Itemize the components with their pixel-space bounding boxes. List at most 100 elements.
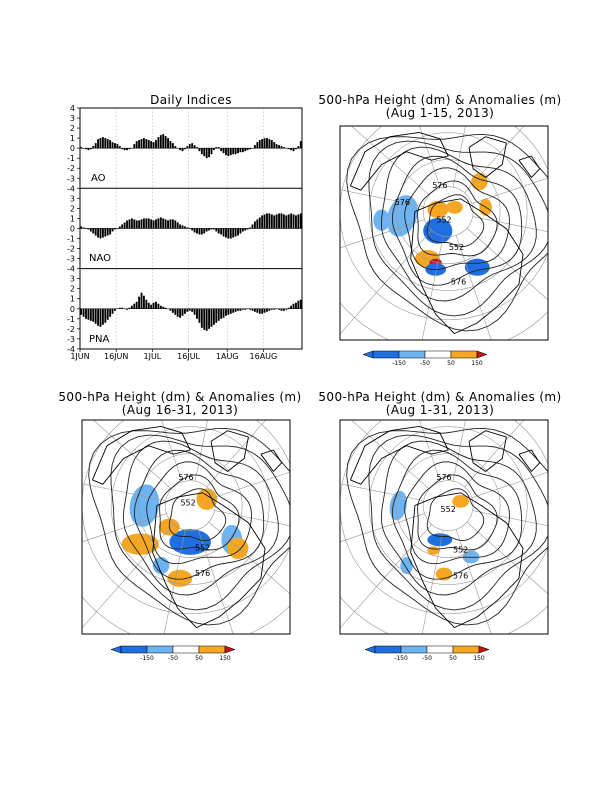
index-bar (222, 148, 225, 154)
index-bar (133, 303, 136, 309)
index-bar (258, 308, 261, 314)
index-bar (184, 148, 186, 150)
index-bar (297, 146, 300, 149)
index-bar (94, 228, 97, 236)
ytick-label: -1 (67, 154, 75, 163)
map-title-aug1-31-line2: (Aug 1-31, 2013) (385, 403, 495, 417)
positive-anomaly (471, 173, 488, 191)
colorbar-label: 50 (195, 655, 203, 662)
index-bar (217, 147, 220, 149)
index-bar (155, 219, 157, 229)
ytick-label: -4 (67, 345, 75, 354)
index-bar (249, 227, 252, 229)
index-bar (270, 140, 273, 149)
index-bar (176, 222, 179, 229)
colorbar-label: -50 (420, 360, 430, 367)
coastline (468, 430, 507, 472)
map-title-aug1-31-line1: 500-hPa Height (dm) & Anomalies (m) (318, 390, 562, 404)
index-bar (123, 222, 126, 229)
index-bar (111, 228, 114, 232)
coastline (410, 198, 524, 335)
index-bar (217, 228, 220, 234)
date-label: 1JUN (70, 352, 89, 361)
date-label: 16JUL (177, 352, 200, 361)
index-bar (121, 148, 124, 150)
ytick-label: -1 (67, 234, 75, 243)
index-bar (290, 148, 293, 151)
index-bar (292, 303, 295, 309)
index-bar (263, 138, 266, 149)
index-bar (99, 308, 102, 327)
height-contour (122, 440, 279, 596)
index-bar (253, 308, 256, 312)
index-bar (280, 308, 283, 311)
index-bar (290, 305, 293, 309)
meridian-line (466, 227, 548, 301)
index-bar (299, 213, 302, 229)
meridian-line (464, 420, 525, 488)
ytick-label: 3 (70, 194, 75, 203)
index-bar (179, 308, 182, 318)
index-bar (157, 218, 160, 229)
index-bar (299, 141, 302, 149)
index-bar (244, 228, 247, 231)
coastline (349, 131, 449, 191)
map-title-aug1-15-line1: 500-hPa Height (dm) & Anomalies (m) (318, 93, 562, 107)
index-bar (126, 220, 128, 229)
index-bar (145, 299, 148, 309)
meridian-line (82, 513, 167, 543)
index-bar (181, 308, 184, 316)
ytick-label: -2 (67, 245, 75, 254)
index-bar (111, 308, 114, 314)
index-bar (155, 140, 157, 149)
index-bar (147, 302, 150, 309)
index-bar (287, 214, 290, 229)
index-bar (222, 308, 225, 318)
index-bar (208, 148, 211, 158)
index-bar (280, 146, 283, 149)
map-frame (339, 125, 549, 341)
contour-label: 576 (178, 473, 193, 482)
index-bar (196, 147, 198, 149)
meridian-line (421, 236, 444, 340)
ytick-label: 4 (70, 104, 75, 113)
negative-anomaly (427, 533, 453, 547)
index-bar (140, 219, 143, 229)
height-contour (426, 488, 485, 541)
index-bar (212, 148, 215, 151)
height-contour (133, 449, 265, 580)
index-bar (176, 308, 179, 317)
index-bar (159, 217, 162, 229)
index-bar (268, 308, 271, 311)
date-label: 16JUN (104, 352, 128, 361)
index-bar (186, 308, 189, 312)
coastline (152, 492, 266, 629)
index-bar (162, 134, 165, 149)
index-bar (244, 148, 247, 152)
ytick-label: 1 (70, 214, 75, 223)
index-bar (200, 228, 203, 235)
contour-label: 552 (180, 499, 195, 508)
meridian-line (340, 219, 425, 249)
index-bar (225, 308, 227, 316)
index-bar (80, 226, 83, 229)
coastline (410, 492, 524, 629)
latitude-circle (340, 420, 548, 615)
index-bar (89, 308, 92, 321)
index-bar (85, 148, 87, 150)
index-bar (268, 139, 271, 149)
index-bar (290, 213, 293, 229)
index-bar (273, 308, 276, 310)
colorbar-arrow-left (362, 350, 374, 359)
coastline (260, 449, 283, 473)
meridian-line (82, 483, 166, 501)
colorbar-label: -150 (392, 360, 406, 367)
meridian-line (206, 420, 267, 488)
index-bar (186, 227, 189, 229)
index-bar (256, 308, 259, 313)
latitude-circle (110, 426, 270, 585)
meridian-line (340, 483, 424, 501)
index-bar (246, 148, 249, 151)
index-bar (278, 145, 280, 149)
index-bar (167, 138, 169, 149)
